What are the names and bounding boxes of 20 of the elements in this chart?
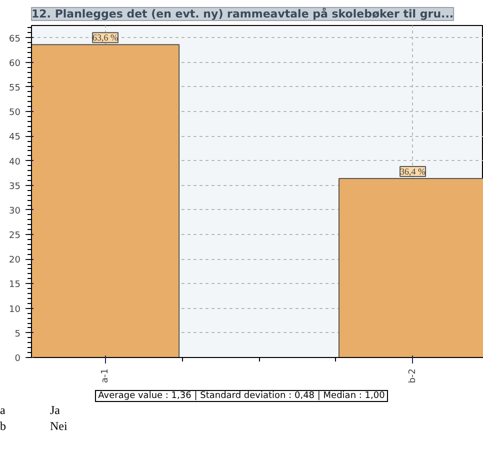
y-tick-label: 20 <box>9 256 21 266</box>
y-tick-label: 15 <box>9 280 20 290</box>
y-tick-label: 5 <box>14 329 21 340</box>
y-tick-label: 30 <box>9 206 21 216</box>
y-tick-label: 40 <box>9 157 21 168</box>
x-tick-label: a-1 <box>100 368 110 383</box>
text: Average value : 1,36 | Standard deviation : 0,48 | Median : 1,00 <box>95 390 388 402</box>
y-tick-label: 60 <box>9 58 21 69</box>
y-tick-label: 25 <box>9 231 20 242</box>
y-tick-label: 35 <box>9 182 20 192</box>
chart-title: 12. Planlegges det (en evt. ny) rammeavtale på skolebøker til gru... <box>32 8 454 20</box>
y-tick-label: 45 <box>9 132 20 143</box>
y-tick-label: 10 <box>9 304 21 315</box>
y-tick-label: 65 <box>9 34 20 44</box>
y-tick-label: 0 <box>14 354 21 364</box>
x-tick-label: b-2 <box>408 368 418 384</box>
y-tick-label: 55 <box>9 83 20 94</box>
y-tick-label: 50 <box>9 108 21 118</box>
text: a Ja <box>0 403 60 417</box>
text: b Nei <box>0 419 68 433</box>
